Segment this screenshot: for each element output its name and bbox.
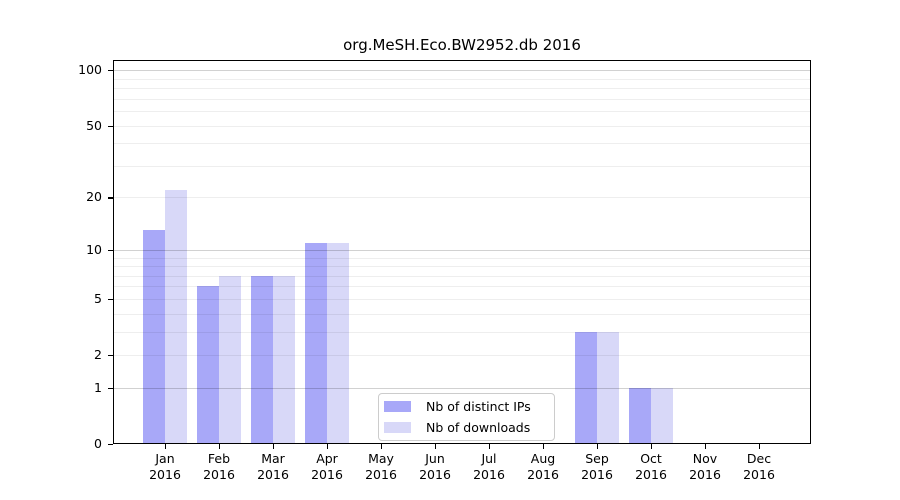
bar-downloads-oct <box>651 387 673 444</box>
plot-area <box>113 60 811 444</box>
bar-downloads-mar <box>273 275 295 444</box>
x-axis-tick-label: Aug 2016 <box>527 451 559 482</box>
legend-swatch-distinct-ips <box>384 401 411 412</box>
bar-downloads-apr <box>327 242 349 444</box>
gridline-minor <box>113 88 811 89</box>
y-axis-tick-label: 1 <box>94 379 102 395</box>
gridline-minor <box>113 331 811 333</box>
x-axis-tick <box>489 444 491 449</box>
x-axis-tick-label: Mar 2016 <box>257 451 289 482</box>
x-axis-tick <box>273 444 275 449</box>
legend-swatch-downloads <box>384 422 411 433</box>
gridline-major <box>113 70 811 72</box>
x-axis-tick-label: Jan 2016 <box>149 451 181 482</box>
y-axis-tick-label: 20 <box>86 189 102 205</box>
gridline-minor <box>113 313 811 315</box>
y-axis-tick <box>108 70 113 72</box>
x-axis-tick <box>651 444 653 449</box>
gridline-minor <box>113 98 811 100</box>
x-axis-tick-label: Oct 2016 <box>635 451 667 482</box>
y-axis-tick-label: 0 <box>94 435 102 451</box>
y-axis-tick <box>108 387 113 390</box>
bar-downloads-sep <box>597 331 619 444</box>
x-axis-tick <box>759 444 761 449</box>
gridline-minor <box>113 143 811 145</box>
y-axis-tick-label: 50 <box>86 117 102 133</box>
y-axis-tick <box>108 444 113 446</box>
bar-distinct-ips-feb <box>197 286 219 444</box>
x-axis-tick <box>219 444 221 449</box>
gridline-minor <box>113 78 811 80</box>
x-axis-tick-label: Dec 2016 <box>743 451 775 482</box>
gridline-minor <box>113 125 811 127</box>
bar-downloads-jan <box>165 190 187 444</box>
x-axis-tick <box>435 444 437 449</box>
x-axis-tick <box>705 444 707 449</box>
x-axis-tick <box>597 444 599 449</box>
bar-distinct-ips-sep <box>575 331 597 444</box>
x-axis-tick-label: Nov 2016 <box>689 451 721 482</box>
gridline-minor <box>113 275 811 277</box>
legend-row-distinct-ips: Nb of distinct IPs <box>384 398 554 416</box>
y-axis-tick <box>108 197 113 199</box>
gridline-minor <box>113 298 811 300</box>
legend: Nb of distinct IPs Nb of downloads <box>378 393 555 441</box>
bar-distinct-ips-apr <box>305 242 327 444</box>
y-axis-tick-label: 10 <box>86 241 102 257</box>
gridline-major <box>113 249 811 251</box>
x-axis-tick-label: Jul 2016 <box>473 451 505 482</box>
y-axis-tick <box>108 355 113 357</box>
gridline-minor <box>113 165 811 167</box>
y-axis-tick-label: 5 <box>94 290 102 306</box>
x-axis-tick <box>165 444 167 449</box>
gridline-minor <box>113 197 811 199</box>
bar-downloads-feb <box>219 275 241 444</box>
y-axis-tick <box>108 125 113 127</box>
x-axis-tick-label: Sep 2016 <box>581 451 613 482</box>
bar-distinct-ips-mar <box>251 275 273 444</box>
x-axis-tick <box>543 444 545 449</box>
x-axis-tick-label: Apr 2016 <box>311 451 343 482</box>
y-axis-tick-label: 100 <box>78 61 102 77</box>
gridline-minor <box>113 257 811 259</box>
bar-distinct-ips-jan <box>143 230 165 444</box>
gridline-minor <box>113 111 811 112</box>
x-axis-tick-label: Feb 2016 <box>203 451 235 482</box>
chart-title: org.MeSH.Eco.BW2952.db 2016 <box>343 36 581 54</box>
y-axis-tick <box>108 298 113 301</box>
bar-distinct-ips-oct <box>629 387 651 444</box>
gridline-minor <box>113 286 811 288</box>
x-axis-tick <box>381 444 383 449</box>
legend-label-downloads: Nb of downloads <box>426 420 531 435</box>
x-axis-tick <box>327 444 329 449</box>
gridline-minor <box>113 266 811 267</box>
gridline-major <box>113 387 811 389</box>
y-axis-tick <box>108 249 113 251</box>
x-axis-tick-label: May 2016 <box>365 451 397 482</box>
x-axis-tick-label: Jun 2016 <box>419 451 451 482</box>
y-axis-tick-label: 2 <box>94 346 102 362</box>
legend-label-distinct-ips: Nb of distinct IPs <box>426 399 531 414</box>
legend-row-downloads: Nb of downloads <box>384 419 554 437</box>
gridline-minor <box>113 355 811 356</box>
